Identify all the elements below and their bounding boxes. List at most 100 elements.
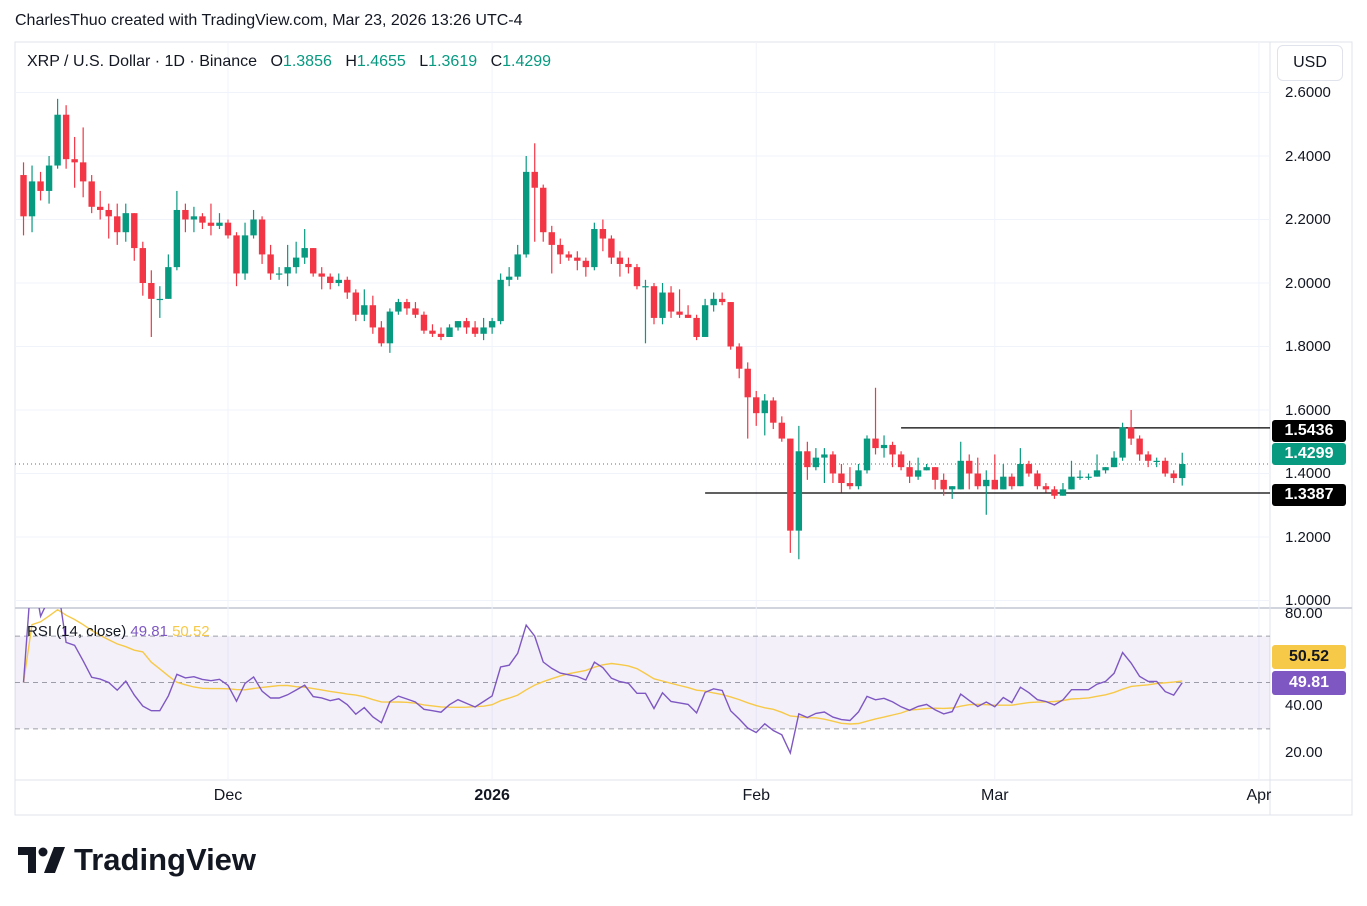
candle-down <box>139 248 146 283</box>
candle-down <box>753 397 760 414</box>
candle-down <box>352 292 359 315</box>
rsi-group <box>15 608 1270 756</box>
candle-down <box>114 216 121 233</box>
candle-down <box>233 235 240 274</box>
price-tick-label: 2.0000 <box>1285 274 1331 292</box>
candle-down <box>207 222 215 226</box>
candle-down <box>889 444 896 455</box>
candle-down <box>105 209 112 217</box>
price-tick-label: 1.2000 <box>1285 528 1331 546</box>
candle-up <box>642 286 649 288</box>
close-label: C <box>490 53 503 70</box>
candle-down <box>574 257 581 261</box>
candle-down <box>310 248 317 274</box>
candle-down <box>846 483 854 487</box>
candle-down <box>71 159 78 163</box>
candle-up <box>1068 476 1075 490</box>
candle-down <box>471 327 479 334</box>
candle-down <box>224 222 232 236</box>
rsi-ma-line <box>22 608 1183 725</box>
candle-up <box>1059 489 1067 496</box>
price-tick-label: 1.6000 <box>1285 401 1331 419</box>
price-tick-label: 2.2000 <box>1285 211 1331 228</box>
candle-down <box>693 317 700 337</box>
close-value: 1.4299 <box>502 53 552 70</box>
candle-up <box>659 292 666 318</box>
candle-down <box>97 206 104 210</box>
candle-up <box>761 400 768 414</box>
candle-down <box>684 314 692 318</box>
candle-down <box>1136 438 1143 455</box>
candle-up <box>1093 470 1101 477</box>
last-price-tag: 1.4299 <box>1272 443 1346 465</box>
candle-up <box>795 451 803 531</box>
candle-down <box>20 175 27 217</box>
candle-down <box>1162 460 1169 474</box>
candle-down <box>1144 454 1152 461</box>
candle-up <box>446 327 453 337</box>
candle-up <box>949 486 956 490</box>
level-tag-upper: 1.5436 <box>1272 420 1346 442</box>
candle-up <box>701 305 709 337</box>
candle-up <box>292 257 300 268</box>
candle-down <box>531 171 538 188</box>
rsi-line <box>22 608 1183 756</box>
logo-text: TradingView <box>74 842 257 877</box>
time-tick-label: Dec <box>213 787 243 804</box>
rsi-value: 49.81 <box>130 623 168 640</box>
candle-up <box>1017 463 1024 487</box>
level-tag-lower: 1.3387 <box>1272 484 1346 506</box>
low-label: L <box>419 53 429 70</box>
candles-group <box>15 98 1270 560</box>
candle-up <box>591 229 598 268</box>
candle-down <box>778 422 785 439</box>
candle-up <box>1102 467 1109 471</box>
candle-down <box>463 321 470 328</box>
candle-up <box>1110 457 1118 468</box>
candle-up <box>1179 464 1186 479</box>
currency-button[interactable]: USD <box>1277 45 1343 81</box>
rsi-title[interactable]: RSI (14, close) <box>27 623 127 640</box>
candle-down <box>991 479 998 490</box>
credit-text: CharlesThuo created with TradingView.com… <box>15 12 523 29</box>
candle-up <box>386 311 394 344</box>
candle-down <box>429 330 436 334</box>
candle-down <box>676 311 683 315</box>
price-tick-label: 2.6000 <box>1285 84 1331 101</box>
high-value: 1.4655 <box>356 53 406 70</box>
candle-down <box>437 333 445 337</box>
tradingview-logo[interactable]: TradingView <box>18 842 256 878</box>
rsi-tick-label: 40.00 <box>1285 697 1323 715</box>
candle-down <box>718 298 726 303</box>
candle-down <box>667 292 675 312</box>
candle-down <box>548 232 555 245</box>
candle-down <box>931 467 939 480</box>
candle-up <box>275 273 283 275</box>
candle-up <box>710 298 717 306</box>
candle-up <box>190 216 198 220</box>
price-tick-label: 1.0000 <box>1285 592 1331 609</box>
candle-down <box>1025 463 1033 474</box>
candle-down <box>1034 473 1041 487</box>
price-tick-label: 2.4000 <box>1285 147 1331 165</box>
candle-up <box>216 222 223 226</box>
candle-down <box>565 254 572 258</box>
candle-down <box>787 438 794 531</box>
candle-up <box>250 219 257 236</box>
candle-down <box>1170 473 1177 479</box>
time-tick-label: Apr <box>1246 787 1272 804</box>
rsi-legend: RSI (14, close) 49.81 50.52 <box>27 623 210 640</box>
candle-down <box>838 473 845 484</box>
time-tick-label: Mar <box>981 787 1009 804</box>
candle-up <box>1000 476 1007 490</box>
candle-up <box>480 327 487 334</box>
candle-down <box>267 254 274 274</box>
candle-up <box>165 267 172 299</box>
candle-down <box>79 162 87 182</box>
candle-up <box>1076 476 1084 478</box>
symbol-name[interactable]: XRP / U.S. Dollar · 1D · Binance <box>27 53 258 70</box>
candle-up <box>523 171 530 255</box>
candle-down <box>897 454 905 468</box>
